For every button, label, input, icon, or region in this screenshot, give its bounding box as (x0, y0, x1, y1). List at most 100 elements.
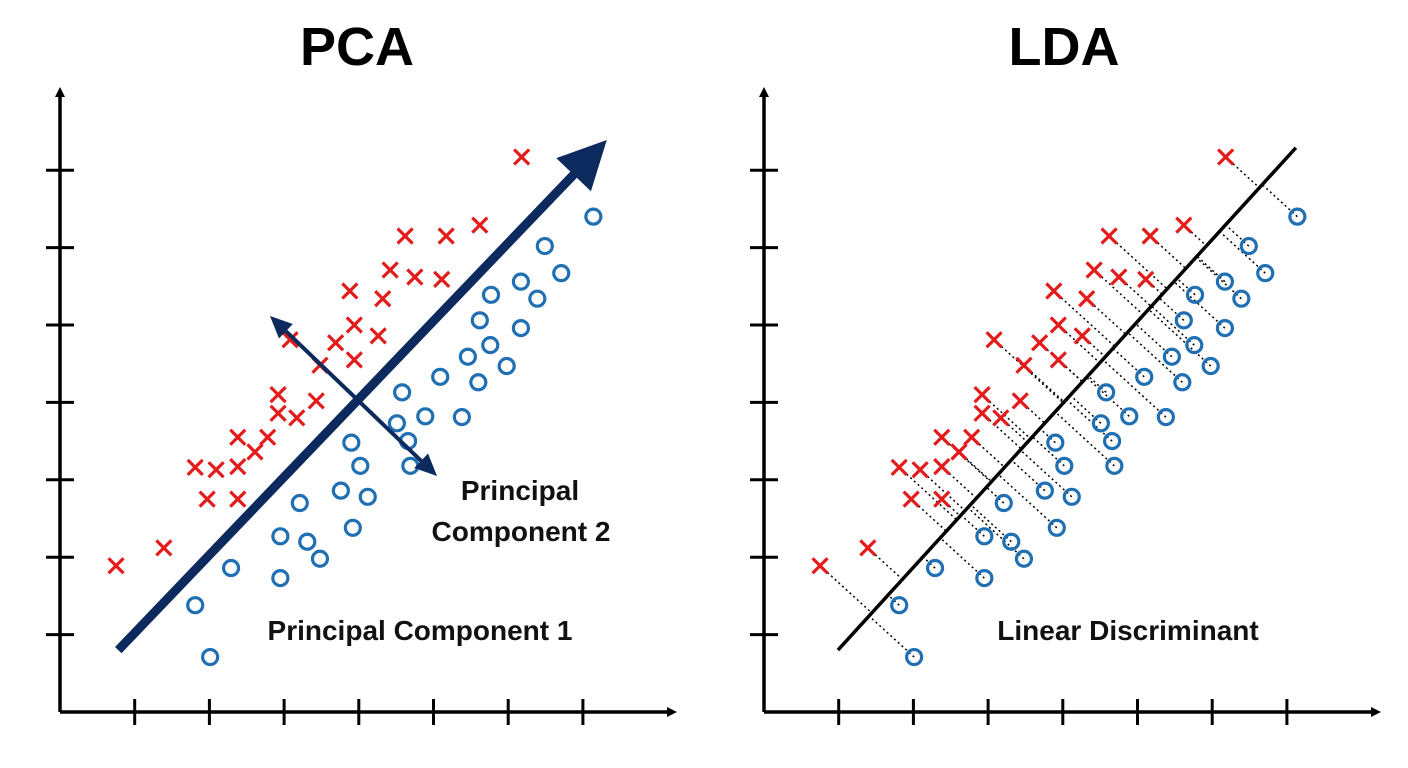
projection-line (1176, 277, 1196, 296)
x-marker (107, 557, 125, 575)
projection-line (970, 504, 1012, 543)
projection-line (1023, 364, 1065, 403)
o-marker (393, 383, 412, 402)
x-marker (406, 268, 424, 286)
o-marker (1062, 487, 1081, 506)
projection-line (1065, 398, 1113, 442)
o-marker (1215, 272, 1234, 291)
projection-line (1053, 290, 1116, 348)
x-marker (1011, 392, 1029, 410)
o-marker (342, 433, 361, 452)
principal-component-2-arrowhead (414, 453, 437, 476)
o-marker (1232, 289, 1251, 308)
x-marker (859, 539, 877, 557)
pca-title: PCA (300, 17, 414, 77)
o-marker (310, 549, 330, 568)
projection-line (1039, 428, 1056, 444)
x-marker (229, 428, 247, 446)
x-marker (269, 404, 287, 422)
o-marker (358, 487, 377, 506)
projection-line (1086, 298, 1127, 335)
x-marker (973, 404, 991, 422)
projection-line (985, 486, 1005, 504)
o-marker (458, 347, 477, 366)
o-marker (1288, 207, 1307, 226)
x-marker (433, 270, 451, 288)
projection-line (1108, 235, 1168, 290)
o-marker (431, 367, 450, 386)
pc1-label: Principal Component 1 (268, 615, 573, 646)
x-marker (890, 458, 908, 477)
x-marker (973, 386, 991, 404)
x-marker (1217, 148, 1235, 166)
x-marker (811, 557, 829, 575)
o-marker (1215, 318, 1234, 338)
projection-line (1031, 436, 1065, 467)
projection-line (1112, 347, 1145, 378)
o-marker (584, 207, 603, 226)
o-marker (469, 373, 488, 392)
o-marker (351, 456, 370, 475)
o-marker (890, 596, 909, 615)
lda-panel (750, 87, 1381, 725)
o-marker (201, 647, 220, 667)
o-marker (1135, 367, 1154, 386)
o-marker (481, 336, 500, 355)
x-marker (513, 148, 531, 166)
x-marker (1100, 227, 1118, 245)
x-marker (1141, 227, 1159, 245)
o-marker (1047, 518, 1066, 537)
o-marker (511, 272, 530, 291)
x-marker (288, 409, 306, 427)
projection-line (819, 565, 873, 614)
projection-line (1057, 324, 1101, 364)
x-marker (1049, 351, 1067, 369)
principal-component-2-arrowhead (270, 316, 293, 339)
x-marker (381, 261, 399, 279)
projection-line (960, 514, 985, 537)
x-marker (471, 216, 489, 234)
x-marker (369, 327, 387, 345)
x-marker (1045, 282, 1063, 300)
o-marker (497, 356, 516, 376)
x-marker (1175, 216, 1193, 234)
o-marker (905, 647, 924, 667)
x-marker (1049, 316, 1067, 334)
o-marker (535, 236, 554, 256)
x-marker (345, 351, 363, 369)
x-marker (155, 539, 173, 557)
projection-line (1054, 411, 1115, 467)
x-marker (1137, 270, 1155, 288)
x-marker (396, 227, 414, 245)
x-marker (933, 490, 951, 508)
x-marker (1015, 356, 1033, 374)
x-marker (345, 316, 363, 334)
projection-line (941, 436, 992, 483)
projection-line (941, 498, 961, 517)
x-marker (207, 461, 225, 479)
pca-panel (46, 87, 677, 725)
x-marker (985, 331, 1003, 349)
o-marker (975, 568, 994, 588)
projection-line (997, 473, 1058, 529)
o-marker (1162, 347, 1181, 366)
projection-line (1118, 276, 1152, 308)
x-marker (933, 458, 951, 476)
o-marker (1239, 236, 1258, 256)
projection-line (1196, 255, 1226, 283)
o-marker (1256, 264, 1275, 283)
x-marker (307, 392, 325, 410)
o-marker (1091, 414, 1110, 433)
principal-component-1-arrow (115, 167, 582, 654)
projection-line (868, 615, 915, 658)
x-marker (281, 331, 299, 349)
linear-discriminant-line (836, 146, 1298, 652)
x-marker (933, 428, 951, 446)
x-marker (198, 490, 216, 508)
o-marker (298, 532, 317, 551)
o-marker (994, 493, 1013, 513)
o-marker (186, 596, 205, 615)
projection-line (1158, 297, 1185, 321)
o-marker (290, 493, 309, 513)
